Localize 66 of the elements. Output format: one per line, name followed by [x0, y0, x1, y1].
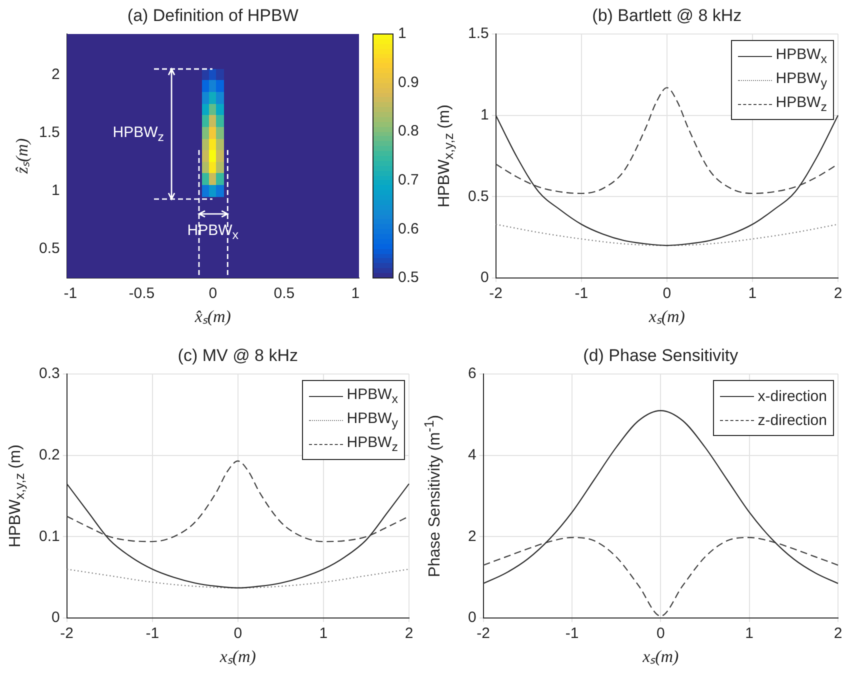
line-series: [482, 410, 839, 584]
x-tick-label: -1: [64, 285, 78, 302]
legend-label: HPBW$_{x}$: [346, 386, 398, 406]
annotation: HPBW$_{x}$: [187, 222, 239, 242]
chart-title: (b) Bartlett @ 8 kHz: [591, 6, 743, 26]
chart-title: (d) Phase Sensitivity: [582, 346, 740, 366]
x-tick-label: 1: [745, 625, 754, 642]
y-tick-label: 0.3: [38, 365, 60, 382]
x-axis-title: xₛ(m): [642, 646, 680, 667]
x-tick-label: 1: [748, 285, 757, 302]
line-series: [495, 224, 839, 246]
y-tick-label: 0.2: [38, 446, 60, 464]
y-tick-label: 1.5: [38, 124, 60, 141]
legend-label: x-direction: [758, 388, 827, 404]
x-tick-label: -1: [574, 285, 588, 302]
x-tick-label: 1: [319, 625, 328, 642]
legend-label: HPBW$_{y}$: [346, 410, 398, 430]
x-tick-label: -2: [476, 625, 490, 642]
x-tick-label: 2: [404, 625, 414, 642]
y-tick-label: 0: [468, 609, 476, 626]
chart-title: (a) Definition of HPBW: [126, 6, 300, 26]
y-tick-label: 0: [52, 609, 60, 626]
color-bar-label: 0.7: [398, 172, 419, 189]
legend-label: z-direction: [758, 412, 827, 428]
x-tick-label: -2: [489, 285, 503, 302]
y-tick-label: 2: [468, 528, 476, 545]
y-tick-label: 4: [468, 446, 476, 464]
y-tick-label: 2: [52, 66, 60, 83]
x-tick-label: 0: [234, 625, 242, 642]
y-tick-label: 1: [52, 182, 60, 199]
x-axis-title: xₛ(m): [648, 306, 686, 327]
color-bar-label: 0.8: [398, 122, 419, 140]
x-tick-label: 0: [662, 285, 672, 302]
line-series: [495, 114, 839, 246]
y-tick-label: 6: [468, 365, 476, 382]
legend-label: HPBW$_{x}$: [776, 46, 827, 66]
x-axis-title: xₛ(m): [218, 646, 257, 667]
y-tick-label: 0.5: [468, 188, 489, 205]
chart-title: (c) MV @ 8 kHz: [176, 346, 300, 366]
x-tick-label: 0: [656, 625, 665, 642]
legend-label: HPBW$_{z}$: [346, 434, 398, 454]
x-tick-label: 0.5: [274, 285, 295, 302]
y-axis-title: ẑₛ(m): [11, 138, 32, 174]
line-series: [66, 483, 410, 589]
color-bar-label: 0.5: [398, 269, 419, 286]
y-tick-label: 1.5: [468, 25, 489, 42]
y-tick-label: 0: [480, 269, 489, 286]
x-tick-label: -1: [146, 625, 160, 642]
annotation: HPBW$_{z}$: [112, 124, 164, 144]
x-axis-title: x̂ₛ(m): [194, 306, 232, 327]
y-tick-label: 0.5: [38, 240, 60, 258]
line-series: [66, 568, 410, 589]
x-tick-label: 2: [834, 285, 842, 302]
y-tick-label: 0.1: [38, 528, 60, 545]
x-tick-label: -1: [565, 625, 579, 642]
legend-label: HPBW$_{y}$: [776, 70, 827, 90]
color-bar-label: 1: [398, 25, 406, 42]
x-tick-label: -2: [60, 625, 74, 642]
x-tick-label: 2: [834, 625, 842, 642]
x-tick-label: 1: [351, 285, 360, 302]
legend-label: HPBW$_{z}$: [776, 94, 827, 114]
y-tick-label: 1: [480, 106, 489, 124]
color-bar-label: 0.9: [398, 74, 419, 91]
x-tick-label: -0.5: [128, 285, 155, 302]
color-bar-label: 0.6: [398, 220, 419, 238]
x-tick-label: 0: [208, 285, 218, 302]
